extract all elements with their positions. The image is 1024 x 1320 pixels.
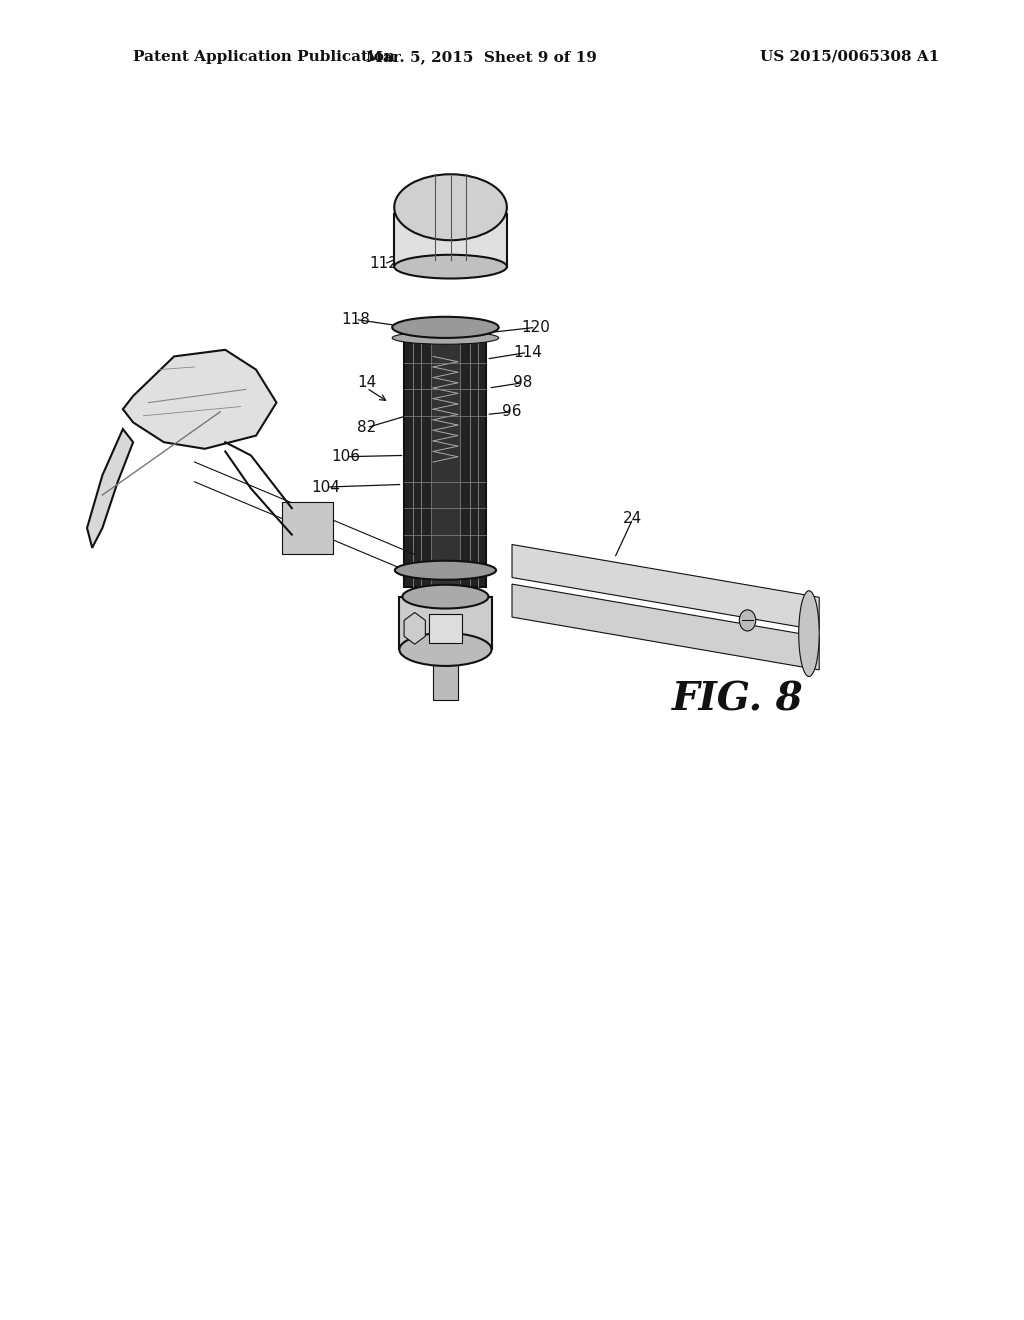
Ellipse shape	[394, 174, 507, 240]
Text: 104: 104	[311, 479, 340, 495]
Text: Patent Application Publication: Patent Application Publication	[133, 50, 395, 63]
Polygon shape	[404, 612, 425, 644]
Ellipse shape	[394, 255, 507, 279]
Text: 14: 14	[357, 375, 376, 391]
Text: 118: 118	[341, 312, 370, 327]
Bar	[406, 597, 485, 649]
Bar	[282, 502, 333, 554]
Text: 106: 106	[332, 449, 360, 465]
Bar	[431, 337, 460, 587]
Text: US 2015/0065308 A1: US 2015/0065308 A1	[760, 50, 940, 63]
Text: FIG. 8: FIG. 8	[672, 681, 803, 718]
Text: 96: 96	[502, 404, 522, 420]
Bar	[429, 614, 462, 643]
Polygon shape	[123, 350, 276, 449]
Ellipse shape	[799, 591, 819, 676]
Ellipse shape	[392, 317, 499, 338]
Text: 24: 24	[624, 511, 642, 527]
Text: 82: 82	[357, 420, 376, 436]
Text: 18: 18	[206, 414, 224, 430]
Ellipse shape	[399, 632, 492, 665]
Bar	[399, 597, 492, 649]
Bar	[433, 649, 458, 700]
Polygon shape	[512, 545, 819, 630]
Text: 98: 98	[513, 375, 531, 391]
Bar	[394, 214, 507, 267]
Text: 114: 114	[513, 345, 542, 360]
Text: 112: 112	[370, 256, 398, 272]
Ellipse shape	[395, 561, 496, 579]
Ellipse shape	[392, 331, 499, 345]
Polygon shape	[512, 585, 819, 671]
Bar	[404, 337, 486, 587]
Text: Mar. 5, 2015  Sheet 9 of 19: Mar. 5, 2015 Sheet 9 of 19	[366, 50, 597, 63]
Text: 120: 120	[521, 319, 550, 335]
Circle shape	[739, 610, 756, 631]
Ellipse shape	[402, 585, 488, 609]
Polygon shape	[87, 429, 133, 548]
